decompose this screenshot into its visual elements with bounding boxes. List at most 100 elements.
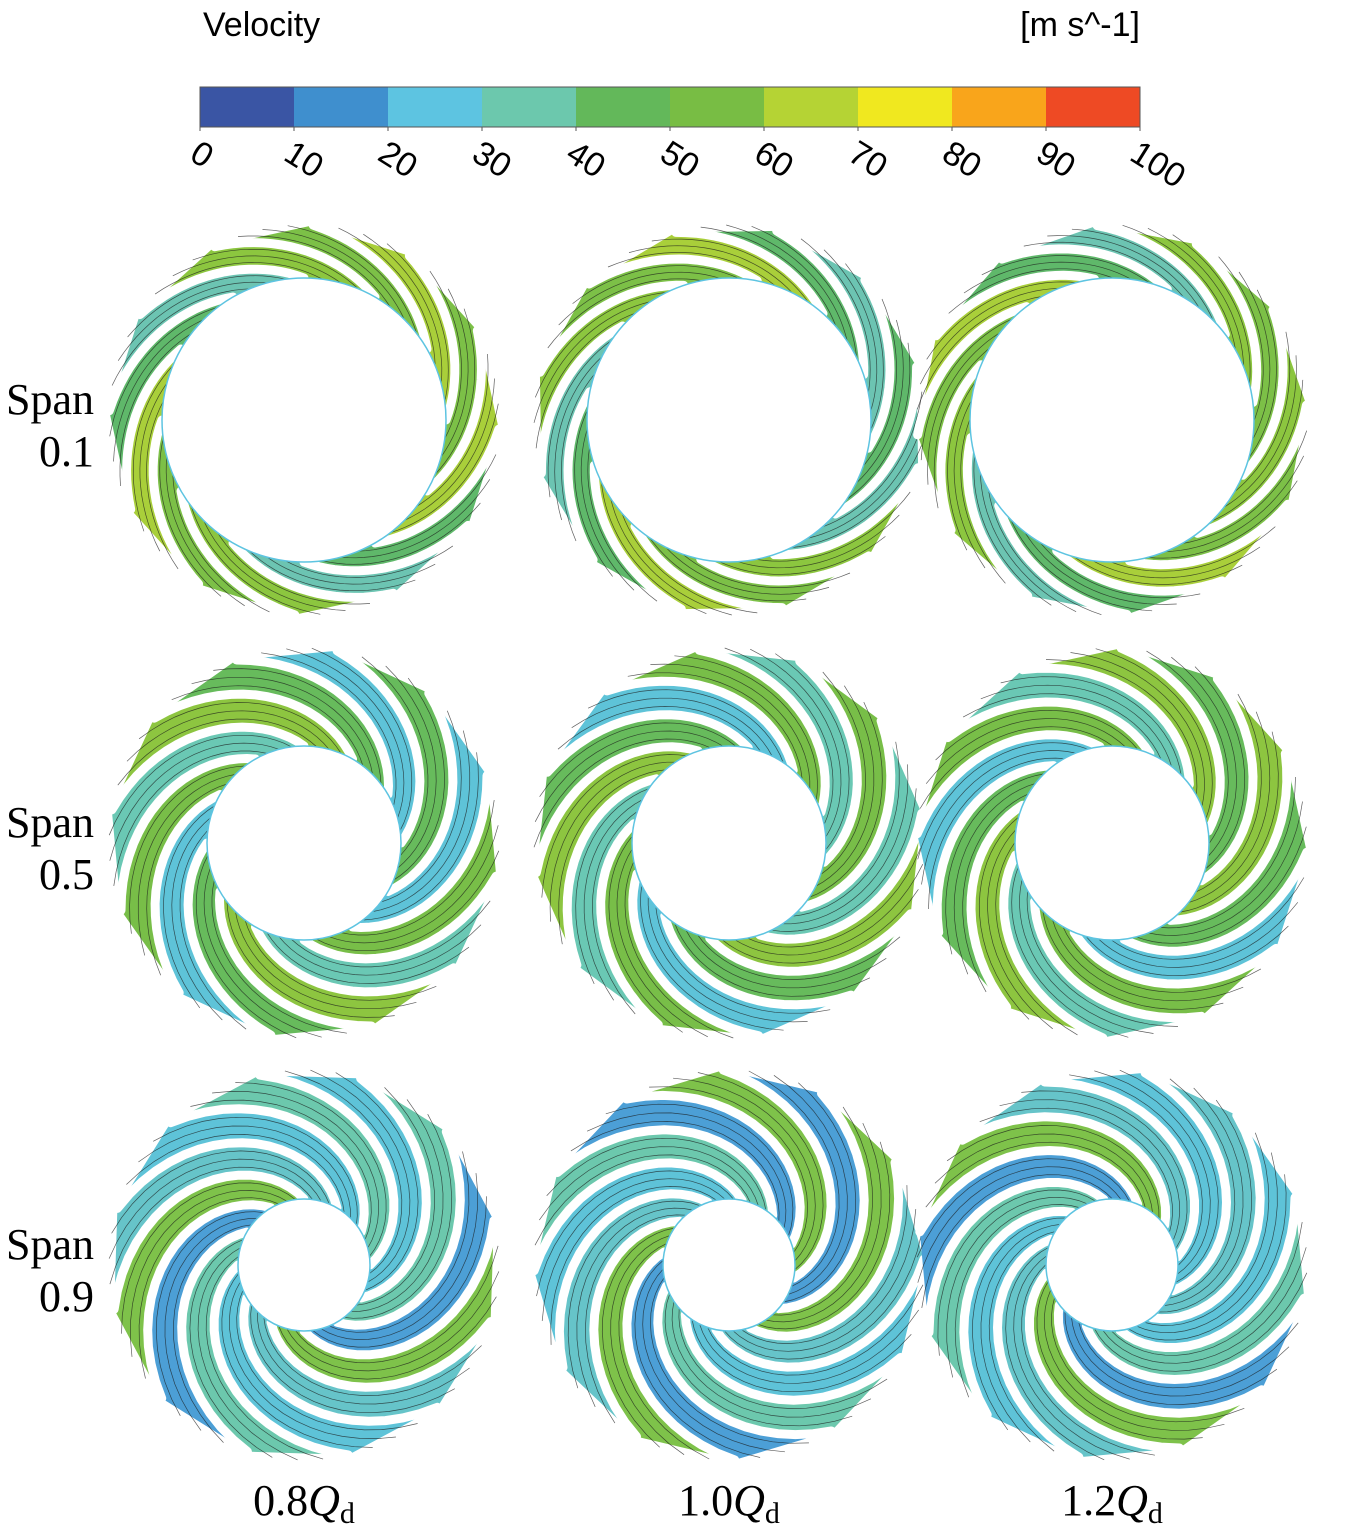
streamline xyxy=(159,438,222,597)
blade xyxy=(150,790,225,998)
blade xyxy=(589,1216,684,1442)
streamline xyxy=(933,347,990,509)
streamline xyxy=(610,1235,685,1455)
streamline xyxy=(1098,902,1299,968)
streamline xyxy=(533,738,711,848)
streamline xyxy=(1122,224,1236,350)
streamline xyxy=(358,454,497,552)
passage xyxy=(589,232,823,314)
column-symbol: Q xyxy=(733,1476,765,1525)
streamline xyxy=(539,1146,759,1221)
streamline xyxy=(664,1293,853,1427)
panels xyxy=(104,220,1312,1465)
streamline xyxy=(153,1116,358,1225)
column-subscript: d xyxy=(1148,1497,1163,1530)
blade xyxy=(628,869,764,1041)
blade xyxy=(584,254,762,289)
blade xyxy=(332,646,425,848)
blade xyxy=(622,1090,805,1249)
streamline xyxy=(287,225,418,334)
streamline xyxy=(546,1137,767,1211)
impeller xyxy=(107,646,501,1040)
streamline xyxy=(244,919,437,1001)
streamline xyxy=(1069,1074,1203,1266)
streamline xyxy=(1111,1222,1303,1356)
blade xyxy=(135,264,309,320)
streamline xyxy=(807,417,925,539)
passage xyxy=(936,248,1168,336)
streamline xyxy=(263,1317,482,1396)
blade xyxy=(860,275,895,453)
streamline xyxy=(267,556,436,585)
streamline xyxy=(249,550,416,592)
streamline xyxy=(1005,1247,1105,1461)
passage xyxy=(181,1232,349,1455)
streamline xyxy=(919,288,1059,385)
blade xyxy=(1069,927,1281,989)
blade xyxy=(554,1189,713,1372)
blade xyxy=(602,676,798,775)
blade xyxy=(660,911,856,1010)
streamline xyxy=(691,1319,912,1393)
streamline xyxy=(356,1087,435,1306)
streamline xyxy=(1024,531,1177,605)
streamline xyxy=(962,793,1029,993)
streamline xyxy=(1071,1317,1290,1397)
blade xyxy=(536,321,628,478)
streamline xyxy=(1052,919,1244,1002)
hub xyxy=(631,745,827,941)
blade xyxy=(992,1234,1084,1462)
column-subscript: d xyxy=(765,1497,780,1530)
streamline xyxy=(607,252,776,286)
streamline xyxy=(726,224,848,342)
streamline xyxy=(363,233,443,384)
hub xyxy=(1014,745,1210,941)
blade xyxy=(694,645,830,817)
passage xyxy=(700,467,919,581)
impeller xyxy=(531,645,927,1041)
streamline xyxy=(845,263,884,430)
passage xyxy=(1086,1197,1305,1380)
streamline xyxy=(820,671,866,875)
streamline xyxy=(329,1151,470,1333)
streamline xyxy=(608,836,683,1033)
passage xyxy=(111,727,304,911)
blade xyxy=(1147,1110,1265,1324)
blade xyxy=(332,1127,465,1330)
colorbar-segment xyxy=(388,87,482,127)
passage xyxy=(557,1095,801,1244)
blade xyxy=(232,655,394,799)
blade xyxy=(912,730,1105,839)
streamline xyxy=(960,418,1006,584)
impeller xyxy=(915,1068,1309,1462)
passage xyxy=(214,225,427,349)
passage xyxy=(963,1211,1079,1458)
blade xyxy=(957,1112,1171,1230)
blade xyxy=(711,1254,929,1372)
streamline xyxy=(947,382,976,551)
colorbar-segment xyxy=(200,87,294,127)
streamline xyxy=(541,1178,726,1321)
streamline xyxy=(1047,235,1200,309)
streamline xyxy=(916,1158,1130,1258)
streamline xyxy=(937,1189,1096,1356)
streamline xyxy=(699,1309,919,1384)
passage xyxy=(1074,852,1307,984)
blade xyxy=(1125,499,1293,570)
streamline xyxy=(925,718,1126,784)
blade xyxy=(1018,663,1194,789)
streamline xyxy=(953,783,1036,975)
passage xyxy=(568,391,682,610)
passage xyxy=(750,1093,899,1337)
blade xyxy=(1238,305,1288,480)
hub xyxy=(237,1198,371,1332)
streamline xyxy=(587,689,784,763)
blade xyxy=(112,1138,342,1213)
streamline xyxy=(783,1082,857,1303)
colorbar-tick-label: 0 xyxy=(184,134,220,176)
blade xyxy=(1166,749,1292,925)
streamline xyxy=(650,1277,809,1444)
streamline xyxy=(815,685,875,887)
streamline xyxy=(724,1233,922,1360)
streamline xyxy=(800,238,871,393)
